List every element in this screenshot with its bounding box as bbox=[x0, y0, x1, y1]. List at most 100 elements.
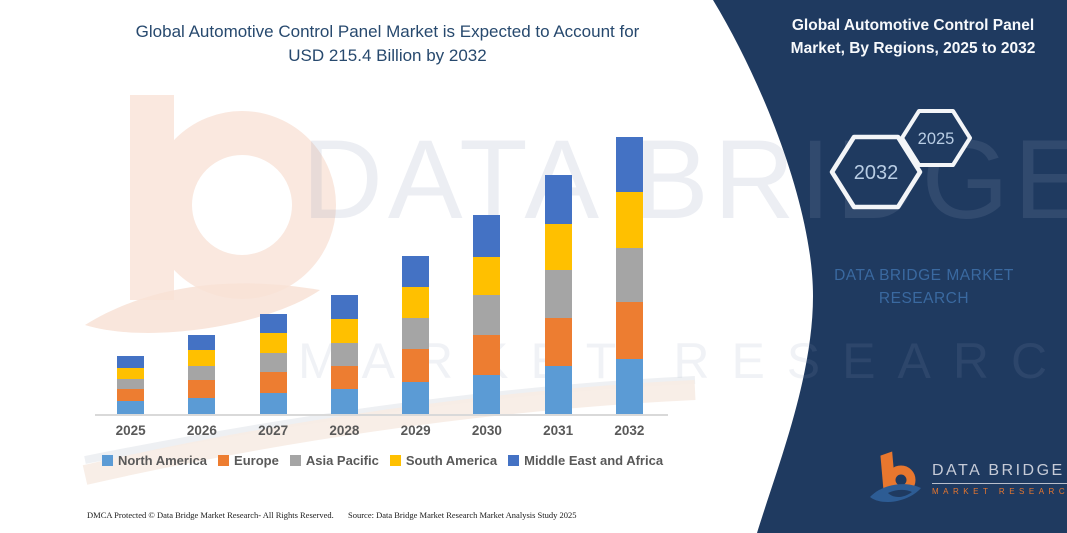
dbmr-logo-text: DATA BRIDGE MARKET RESEARCH bbox=[932, 462, 1067, 496]
legend-swatch bbox=[218, 455, 230, 466]
x-tick-2027: 2027 bbox=[258, 423, 289, 438]
dbmr-wordmark: DATA BRIDGE MARKET RESEARCH bbox=[799, 264, 1049, 311]
stacked-bar-2030 bbox=[473, 215, 501, 414]
chart-title-line1: Global Automotive Control Panel Market i… bbox=[135, 22, 640, 41]
panel-title: Global Automotive Control Panel Market, … bbox=[768, 14, 1058, 61]
segment-2027-middle-east-and-africa bbox=[259, 313, 287, 334]
stacked-bar-2026 bbox=[188, 334, 216, 414]
legend-item-south-america: South America bbox=[389, 453, 498, 468]
segment-2028-middle-east-and-africa bbox=[330, 294, 358, 320]
stacked-bar-2025 bbox=[117, 355, 145, 414]
stacked-bar-2029 bbox=[402, 255, 430, 414]
segment-2030-asia-pacific bbox=[473, 295, 501, 336]
bar-column-2026 bbox=[166, 130, 237, 414]
x-tick-2031: 2031 bbox=[543, 423, 574, 438]
legend-label: Europe bbox=[234, 453, 279, 468]
segment-2028-south-america bbox=[330, 319, 358, 344]
legend-swatch bbox=[508, 455, 520, 466]
x-tick-2029: 2029 bbox=[400, 423, 431, 438]
bar-column-2029 bbox=[380, 130, 451, 414]
footer-dmca: DMCA Protected © Data Bridge Market Rese… bbox=[87, 510, 334, 520]
segment-2025-south-america bbox=[117, 367, 145, 380]
segment-2031-south-america bbox=[544, 223, 572, 271]
hexagon-2032-label: 2032 bbox=[854, 162, 899, 184]
legend-label: Middle East and Africa bbox=[524, 453, 664, 468]
chart-title: Global Automotive Control Panel Market i… bbox=[95, 20, 680, 68]
segment-2030-europe bbox=[473, 335, 501, 376]
segment-2027-europe bbox=[259, 372, 287, 394]
segment-2026-north-america bbox=[188, 398, 216, 414]
segment-2032-middle-east-and-africa bbox=[615, 137, 643, 193]
segment-2029-europe bbox=[402, 349, 430, 383]
legend-swatch bbox=[101, 455, 113, 466]
x-tick-2026: 2026 bbox=[186, 423, 217, 438]
legend-item-middle-east-and-africa: Middle East and Africa bbox=[508, 453, 663, 468]
segment-2028-north-america bbox=[330, 388, 358, 414]
stacked-bar-2031 bbox=[544, 175, 572, 414]
legend-label: Asia Pacific bbox=[305, 453, 379, 468]
segment-2031-europe bbox=[544, 318, 572, 367]
watermark-logo-b bbox=[82, 95, 696, 485]
dbmr-logo-mark-icon bbox=[870, 451, 921, 503]
segment-2025-europe bbox=[117, 389, 145, 401]
segment-2031-north-america bbox=[544, 366, 572, 414]
segment-2025-middle-east-and-africa bbox=[117, 355, 145, 368]
segment-2027-north-america bbox=[259, 393, 287, 414]
segment-2031-asia-pacific bbox=[544, 270, 572, 319]
logo-brand: DATA BRIDGE bbox=[932, 462, 1067, 484]
dbmr-wordmark-line1: DATA BRIDGE MARKET bbox=[834, 267, 1014, 284]
stacked-bar-2028 bbox=[330, 294, 358, 414]
bar-column-2030 bbox=[451, 130, 522, 414]
year-hexagons: 2032 2025 bbox=[829, 109, 972, 210]
stacked-bar-2027 bbox=[259, 313, 287, 414]
legend-item-europe: Europe bbox=[218, 453, 279, 468]
segment-2028-europe bbox=[330, 366, 358, 389]
x-tick-2025: 2025 bbox=[115, 423, 146, 438]
bar-column-2025 bbox=[95, 130, 166, 414]
footer-source: Source: Data Bridge Market Research Mark… bbox=[348, 510, 577, 520]
logo-subtitle: MARKET RESEARCH bbox=[932, 487, 1067, 496]
bar-column-2032 bbox=[594, 130, 665, 414]
legend-item-north-america: North America bbox=[101, 453, 208, 468]
segment-2027-south-america bbox=[259, 333, 287, 354]
segment-2032-europe bbox=[615, 302, 643, 359]
legend: North America Europe Asia Pacific South Ame… bbox=[95, 453, 670, 468]
bar-column-2027 bbox=[238, 130, 309, 414]
panel-title-line1: Global Automotive Control Panel bbox=[791, 17, 1035, 34]
segment-2026-middle-east-and-africa bbox=[188, 334, 216, 351]
x-tick-2030: 2030 bbox=[471, 423, 502, 438]
panel-title-line2: Market, By Regions, 2025 to 2032 bbox=[790, 40, 1036, 58]
segment-2026-asia-pacific bbox=[188, 366, 216, 381]
bar-column-2028 bbox=[309, 130, 380, 414]
segment-2028-asia-pacific bbox=[330, 343, 358, 367]
legend-label: North America bbox=[117, 453, 208, 468]
dbmr-logo: DATA BRIDGE MARKET RESEARCH bbox=[868, 449, 1067, 509]
legend-swatch bbox=[389, 455, 401, 466]
segment-2027-asia-pacific bbox=[259, 353, 287, 373]
hexagon-2025-label: 2025 bbox=[918, 130, 955, 148]
plot-area bbox=[95, 130, 665, 414]
segment-2026-europe bbox=[188, 380, 216, 399]
segment-2032-asia-pacific bbox=[615, 248, 643, 303]
stacked-bar-2032 bbox=[615, 137, 643, 414]
chart-title-line2: USD 215.4 Billion by 2032 bbox=[288, 45, 487, 65]
segment-2030-middle-east-and-africa bbox=[473, 215, 501, 258]
segment-2032-south-america bbox=[615, 192, 643, 249]
segment-2029-asia-pacific bbox=[402, 318, 430, 349]
segment-2029-south-america bbox=[402, 287, 430, 319]
x-tick-2032: 2032 bbox=[614, 423, 645, 438]
segment-2029-north-america bbox=[402, 382, 430, 414]
segment-2025-north-america bbox=[117, 400, 145, 414]
segment-2026-south-america bbox=[188, 350, 216, 367]
dbmr-wordmark-line2: RESEARCH bbox=[878, 290, 970, 308]
hexagon-2025 bbox=[900, 109, 972, 167]
legend-item-asia-pacific: Asia Pacific bbox=[289, 453, 379, 468]
legend-label: South America bbox=[405, 453, 498, 468]
segment-2032-north-america bbox=[615, 359, 643, 414]
x-axis-line bbox=[95, 414, 668, 416]
segment-2031-middle-east-and-africa bbox=[544, 175, 572, 224]
right-panel-shape bbox=[713, 0, 1067, 533]
hexagon-2032 bbox=[829, 134, 923, 210]
bar-column-2031 bbox=[523, 130, 594, 414]
